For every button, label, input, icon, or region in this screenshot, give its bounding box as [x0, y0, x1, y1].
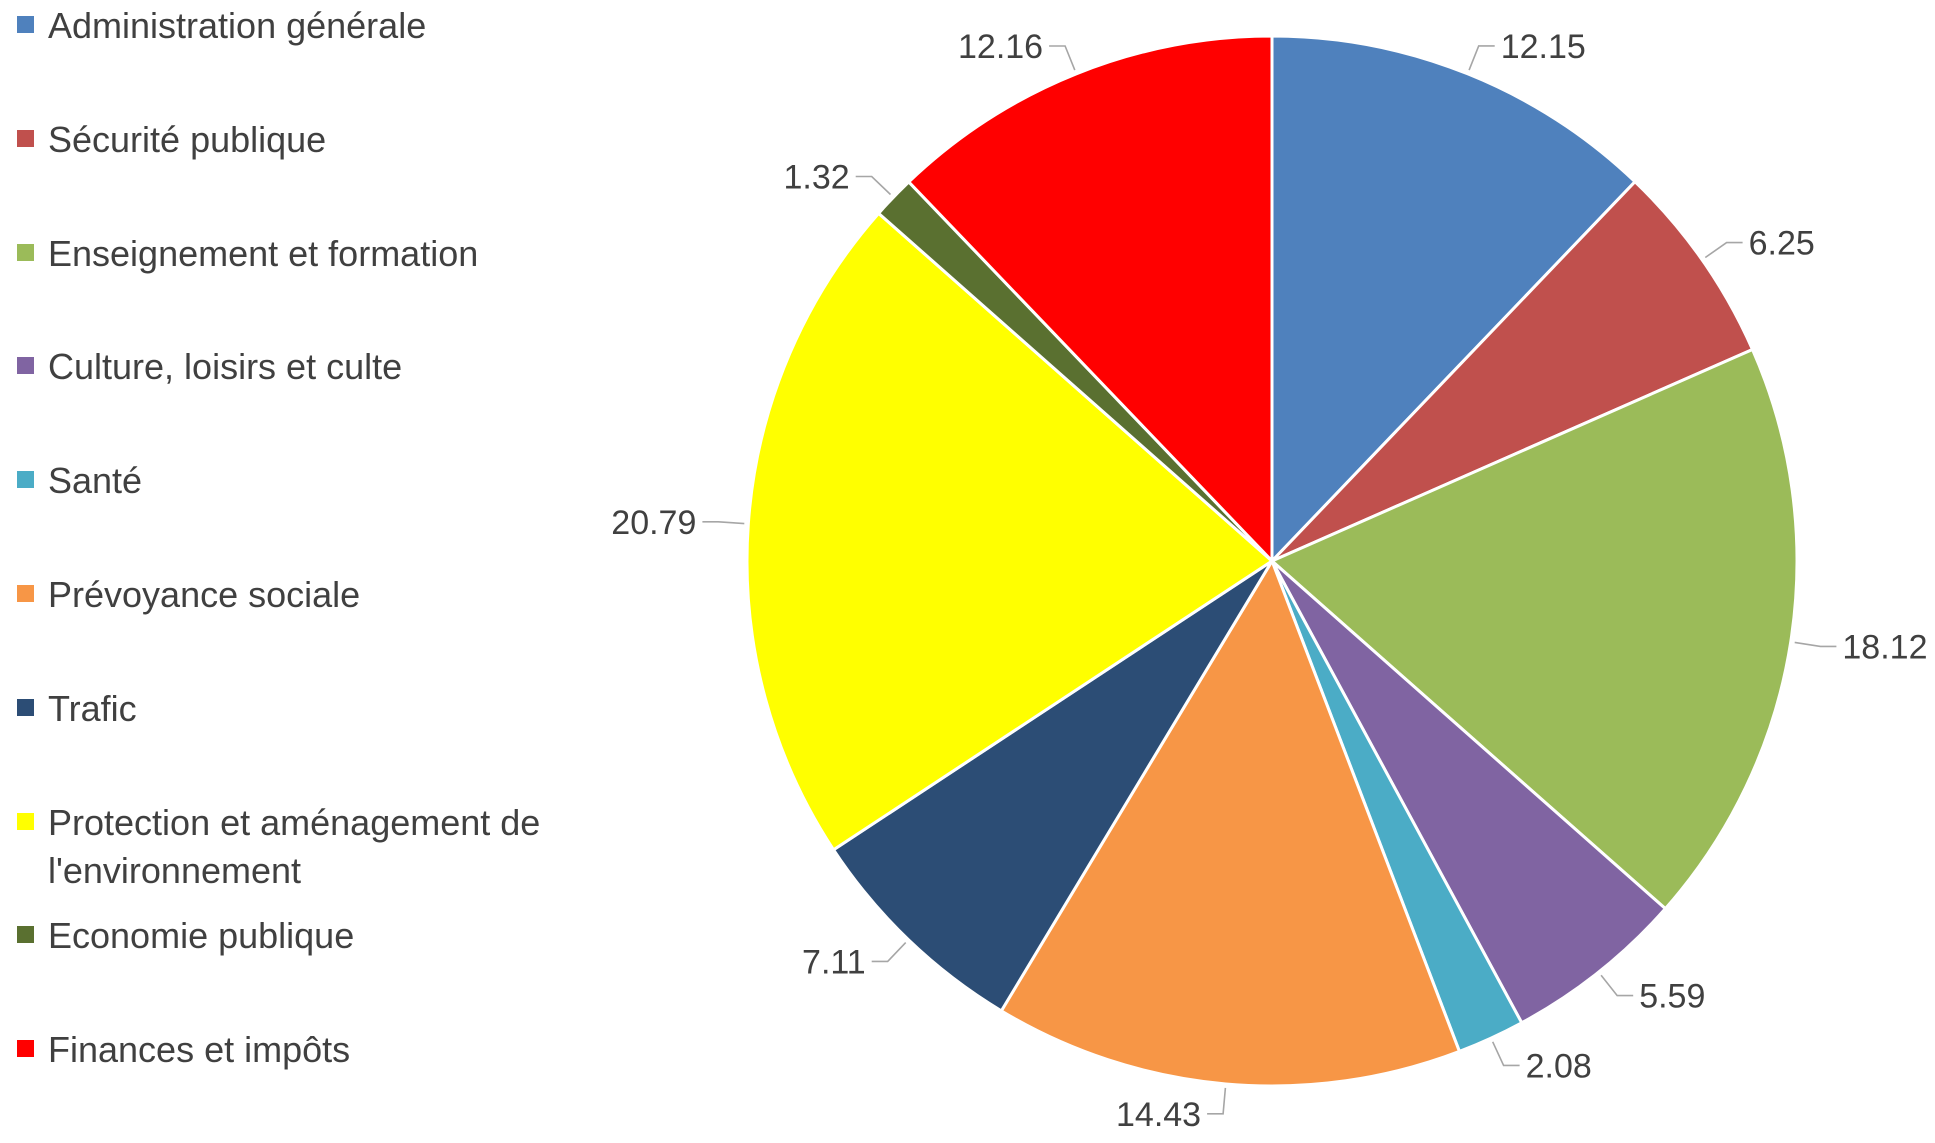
slice-trafic — [831, 559, 1274, 1013]
legend-item-trafic: Trafic — [17, 688, 137, 729]
slice-securite-publique — [1270, 179, 1755, 563]
legend-swatch — [17, 16, 34, 33]
data-label-prevoyance-sociale: 14.43 — [1116, 1096, 1201, 1134]
legend-swatch — [17, 813, 34, 830]
legend-label: Prévoyance sociale — [48, 574, 360, 615]
data-labels: 12.15 6.25 18.12 5.59 2.08 14.43 7.11 20.79 1.32… — [611, 28, 1927, 1134]
data-label-protection-et-amenagement-de-l-environnement: 20.79 — [611, 504, 696, 542]
data-label-enseignement-et-formation: 18.12 — [1842, 628, 1927, 666]
legend-item-securite-publique: Sécurité publique — [17, 119, 326, 160]
data-label-trafic: 7.11 — [802, 943, 866, 981]
leader-line — [1491, 1041, 1520, 1067]
legend-swatch — [17, 926, 34, 943]
leader-line — [1600, 974, 1634, 997]
legend-label: Culture, loisirs et culte — [48, 346, 402, 387]
legend-item-administration-generale: Administration générale — [17, 5, 426, 46]
legend-item-sante: Santé — [17, 460, 142, 501]
leader-line — [1704, 241, 1743, 259]
pie-slices — [745, 34, 1799, 1088]
leader-line — [702, 520, 745, 525]
legend-label: Economie publique — [48, 915, 354, 956]
legend-item-protection-et-amenagement-de-l-environnement: Protection et aménagement de l'environnem… — [17, 802, 540, 891]
legend-label: Sécurité publique — [48, 119, 326, 160]
legend-label: Santé — [48, 460, 142, 501]
legend-label: Trafic — [48, 688, 137, 729]
data-label-finances-et-impots: 12.16 — [958, 28, 1043, 66]
data-label-sante: 2.08 — [1526, 1047, 1592, 1085]
legend-swatch — [17, 357, 34, 374]
leader-line — [1468, 45, 1495, 71]
legend-item-enseignement-et-formation: Enseignement et formation — [17, 233, 478, 274]
data-label-administration-generale: 12.15 — [1501, 28, 1586, 66]
leader-line — [1207, 1087, 1227, 1115]
legend-label: Enseignement et formation — [48, 233, 478, 274]
legend-swatch — [17, 699, 34, 716]
legend-label: Protection et aménagement de — [48, 802, 540, 843]
leader-lines — [702, 45, 1837, 1115]
data-label-culture-loisirs-et-culte: 5.59 — [1639, 978, 1705, 1016]
legend-swatch — [17, 130, 34, 147]
legend: Administration générale Sécurité publique… — [17, 5, 540, 1070]
legend-item-finances-et-impots: Finances et impôts — [17, 1029, 350, 1070]
slice-administration-generale — [1270, 34, 1638, 565]
data-label-securite-publique: 6.25 — [1749, 225, 1815, 263]
legend-label: l'environnement — [48, 850, 301, 891]
legend-swatch — [17, 1040, 34, 1057]
slice-protection-et-amenagement-de-l-environnement — [745, 211, 1275, 852]
leader-line — [1794, 641, 1837, 648]
data-label-economie-publique: 1.32 — [784, 159, 850, 197]
leader-line — [871, 942, 907, 963]
leader-line — [855, 175, 892, 196]
slice-prevoyance-sociale — [999, 557, 1462, 1088]
legend-swatch — [17, 585, 34, 602]
legend-swatch — [17, 471, 34, 488]
slice-finances-et-impots — [906, 34, 1274, 565]
legend-item-economie-publique: Economie publique — [17, 915, 354, 956]
legend-item-prevoyance-sociale: Prévoyance sociale — [17, 574, 360, 615]
legend-label: Finances et impôts — [48, 1029, 350, 1070]
legend-label: Administration générale — [48, 5, 426, 46]
slice-culture-loisirs-et-culte — [1270, 559, 1668, 1025]
slice-enseignement-et-formation — [1269, 347, 1799, 911]
legend-swatch — [17, 244, 34, 261]
leader-line — [1049, 45, 1076, 71]
legend-item-culture-loisirs-et-culte: Culture, loisirs et culte — [17, 346, 402, 387]
